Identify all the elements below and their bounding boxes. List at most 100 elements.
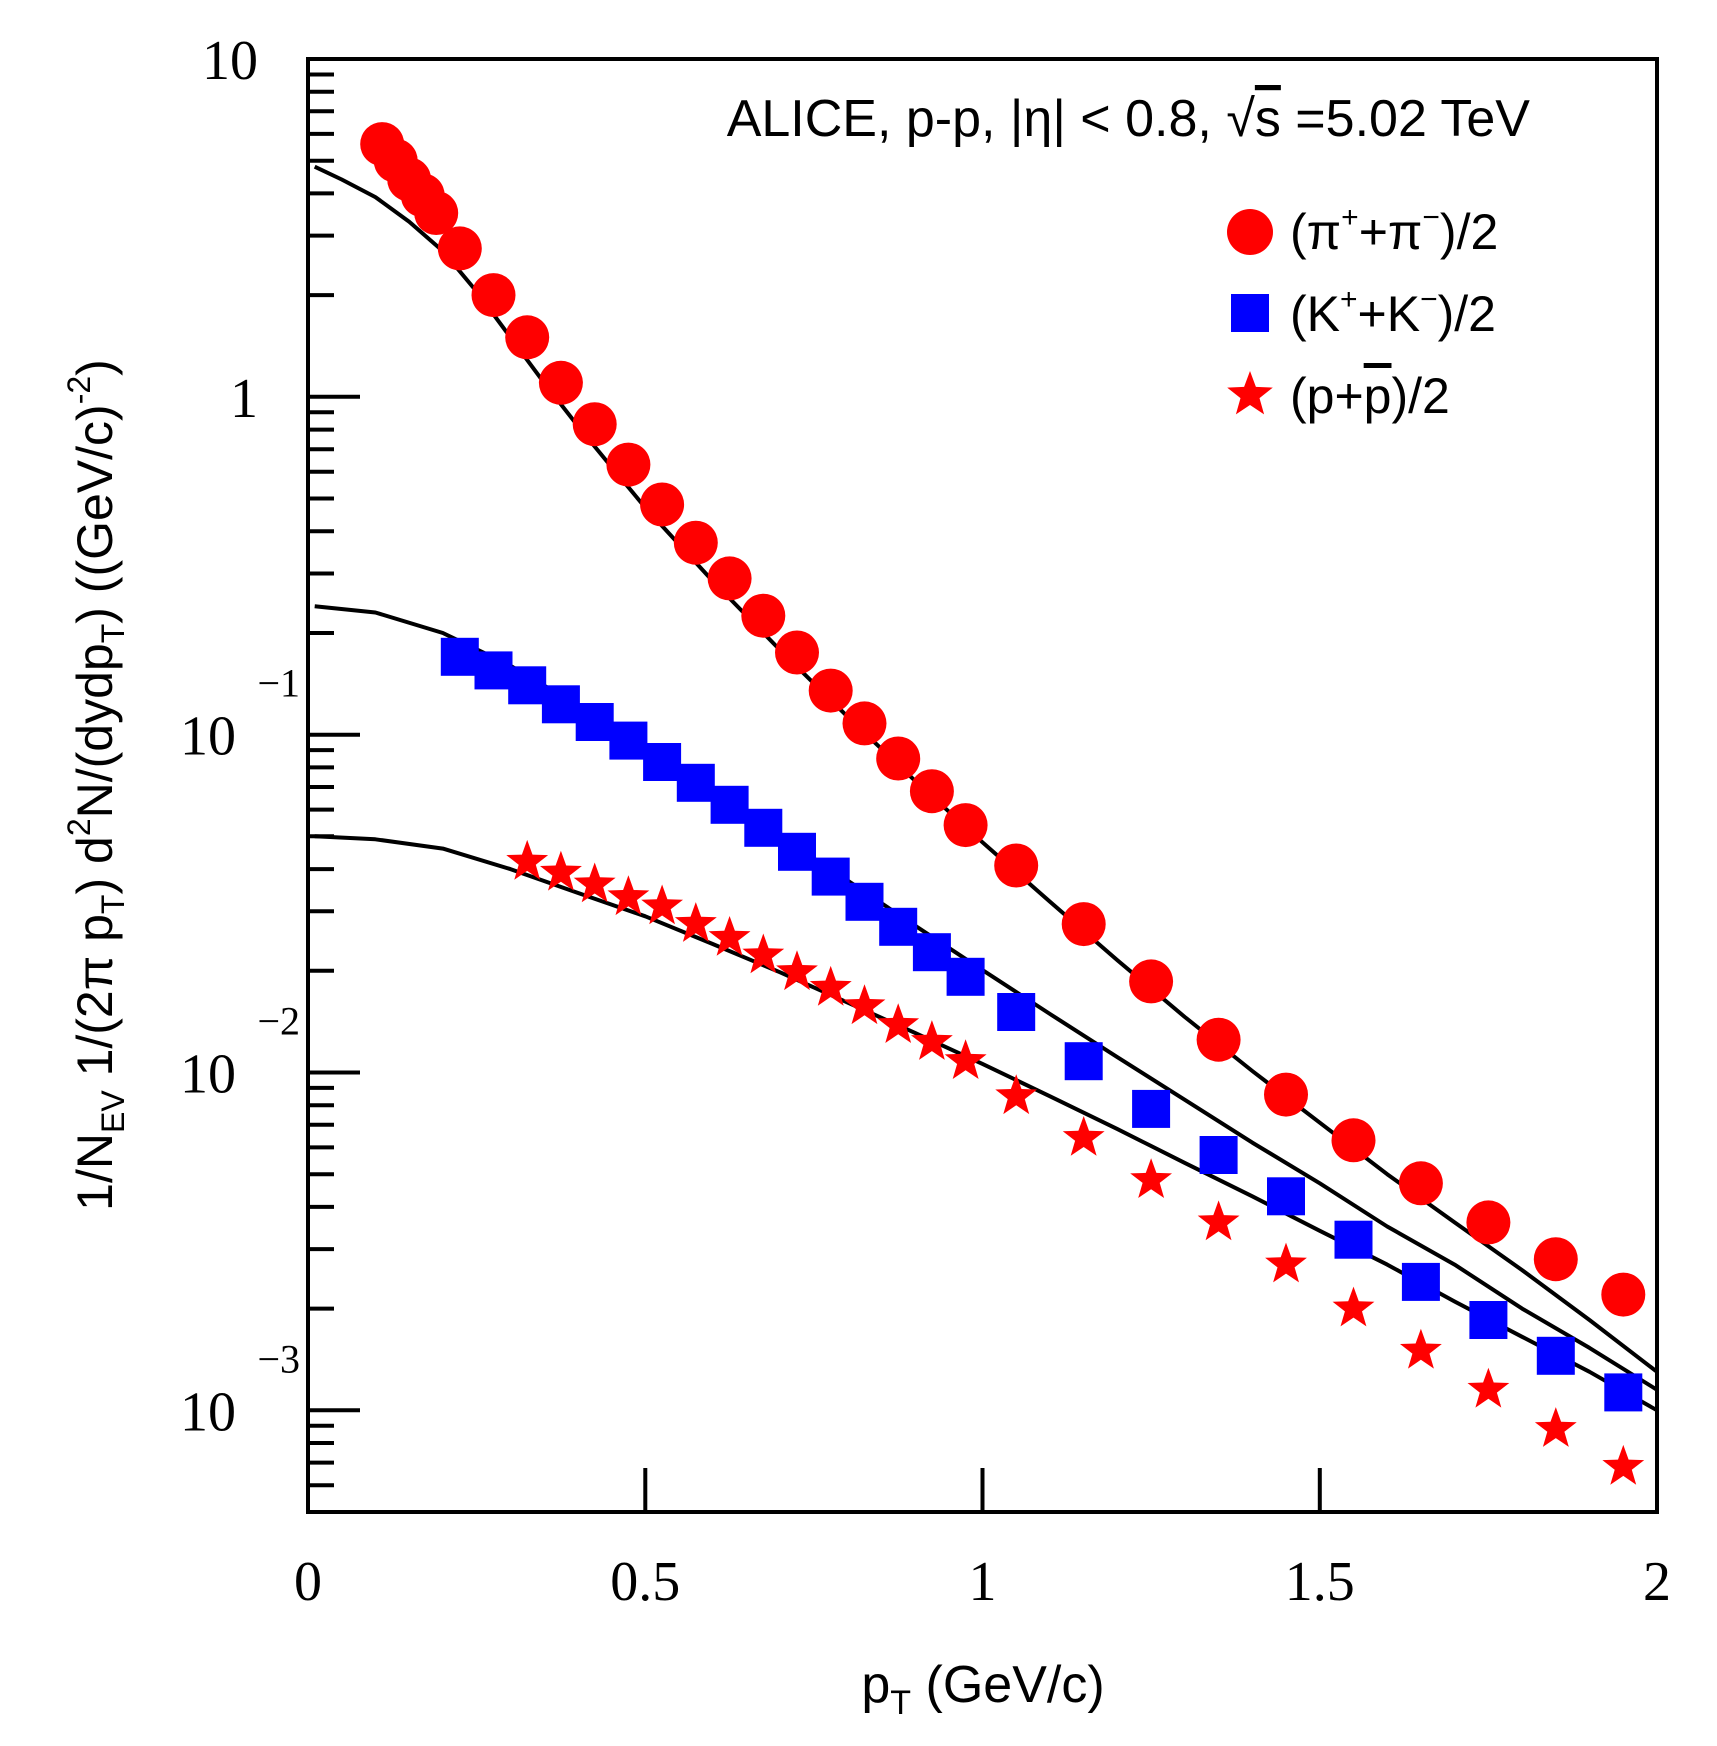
kaon-data-point	[508, 666, 547, 705]
y-tick-label: 10	[202, 30, 258, 92]
proton-data-point	[776, 950, 818, 991]
kaon-data-point	[440, 637, 479, 676]
proton-data-point	[911, 1020, 953, 1060]
pion-data-point	[1331, 1118, 1376, 1163]
pion-data-point	[1196, 1017, 1241, 1062]
sqrt-argument: s	[1255, 90, 1281, 148]
x-tick-label: 0.5	[610, 1551, 680, 1613]
legend-kaon-label: (K++K−)/2	[1290, 283, 1496, 342]
pion-data-point	[1601, 1272, 1646, 1317]
kaon-data-point	[811, 857, 850, 896]
proton-data-point	[674, 902, 717, 942]
y-tick-label: 10	[180, 1044, 236, 1106]
proton-data-point	[843, 984, 886, 1025]
proton-data-point	[742, 933, 785, 974]
kaon-data-point	[946, 957, 985, 996]
pion-data-point	[775, 630, 819, 675]
proton-data-point	[708, 916, 751, 956]
pion-data-point	[1129, 959, 1174, 1004]
pion-data-point	[842, 701, 887, 746]
x-tick-label: 1.5	[1285, 1551, 1355, 1613]
pion-data-point	[640, 482, 685, 527]
pion-data-point	[471, 273, 516, 318]
legend-proton-marker	[1227, 371, 1273, 415]
proton-data-point	[1400, 1328, 1442, 1369]
pion-data-point	[808, 668, 853, 713]
pion-data-point	[707, 556, 752, 601]
proton-fit-line	[314, 834, 1658, 1413]
proton-data-point	[1602, 1444, 1645, 1485]
kaon-data-point	[710, 785, 749, 824]
pion-data-point	[606, 442, 651, 487]
kaon-data-point	[997, 993, 1036, 1031]
pion-data-point	[876, 736, 921, 781]
pion-data-point	[673, 520, 718, 565]
kaon-fit-line	[314, 604, 1659, 1392]
proton-data-point	[1534, 1407, 1577, 1447]
y-tick-exponent: −3	[257, 1336, 300, 1381]
proton-data-point	[809, 965, 852, 1006]
sqrt-sign: √	[1226, 90, 1255, 148]
pion-data-point	[414, 191, 459, 235]
pion-data-point	[437, 226, 482, 271]
chart-title: ALICE, p-p, |η| < 0.8, √s =5.02 TeV	[727, 90, 1531, 148]
kaon-data-point	[676, 763, 715, 802]
proton-data-point	[1130, 1158, 1172, 1198]
kaon-data-point	[845, 882, 884, 921]
pion-data-point	[1398, 1161, 1443, 1206]
kaon-data-point	[1401, 1262, 1440, 1301]
legend-pion-marker	[1227, 209, 1273, 255]
pion-data-point	[1533, 1237, 1578, 1282]
plot-frame	[306, 57, 1659, 1514]
kaon-data-point	[1064, 1042, 1103, 1081]
kaon-data-point	[575, 703, 614, 741]
kaon-data-point	[1536, 1336, 1575, 1375]
tick-labels: 0 0.5 1 1.5 2 10 1 10 −1 10 −2 10 −3	[180, 30, 1671, 1613]
y-axis-label: 1/NEV 1/(2π pT) d2N/(dydpT) ((GeV/c)-2)	[61, 359, 131, 1211]
kaon-data-point	[1469, 1301, 1508, 1339]
pion-data-point	[994, 843, 1039, 888]
kaon-data-point	[1267, 1177, 1305, 1216]
pion-data-point	[1264, 1072, 1308, 1117]
proton-data-point	[641, 884, 683, 925]
proton-data-point	[573, 862, 616, 903]
kaon-data-point	[879, 907, 918, 946]
proton-data-point	[506, 839, 549, 880]
pion-data-point	[1061, 902, 1106, 947]
pion-data-point	[1466, 1200, 1511, 1245]
x-tick-label: 1	[969, 1551, 997, 1613]
kaon-data-point	[609, 721, 648, 760]
kaon-data-point	[1132, 1089, 1171, 1128]
pion-data-point	[943, 803, 988, 848]
pion-data-point	[741, 593, 786, 638]
proton-data-point	[1467, 1367, 1510, 1408]
proton-data-point	[944, 1039, 987, 1079]
pion-data-point	[909, 769, 954, 814]
kaon-data-point	[541, 685, 580, 724]
pion-data-point	[538, 360, 583, 405]
proton-data-point	[1265, 1242, 1307, 1283]
y-tick-exponent: −1	[257, 661, 300, 706]
axis-ticks	[306, 57, 1659, 1514]
kaon-data-point	[643, 743, 682, 781]
kaon-data-point	[1199, 1136, 1238, 1174]
kaon-data-point	[1334, 1220, 1373, 1259]
kaon-data-point	[474, 651, 513, 690]
pion-data-point	[572, 402, 617, 447]
proton-data-point	[1332, 1286, 1375, 1327]
x-axis-label: pT (GeV/c)	[861, 1656, 1104, 1722]
proton-data-point	[1062, 1116, 1105, 1156]
kaon-data-point	[1604, 1373, 1643, 1412]
kaon-data-point	[912, 933, 951, 972]
x-tick-label: 0	[294, 1551, 322, 1613]
y-tick-exponent: −2	[257, 999, 300, 1044]
legend-pion-label: (π++π−)/2	[1290, 201, 1498, 260]
proton-data-point	[540, 850, 582, 891]
data-markers	[360, 122, 1646, 1485]
legend: (π++π−)/2 (K++K−)/2 (p+p)/2	[1227, 201, 1498, 424]
proton-data-point	[877, 1003, 920, 1043]
kaon-data-point	[744, 808, 783, 847]
legend-proton-label: (p+p)/2	[1290, 368, 1450, 424]
pion-data-point	[505, 315, 550, 360]
